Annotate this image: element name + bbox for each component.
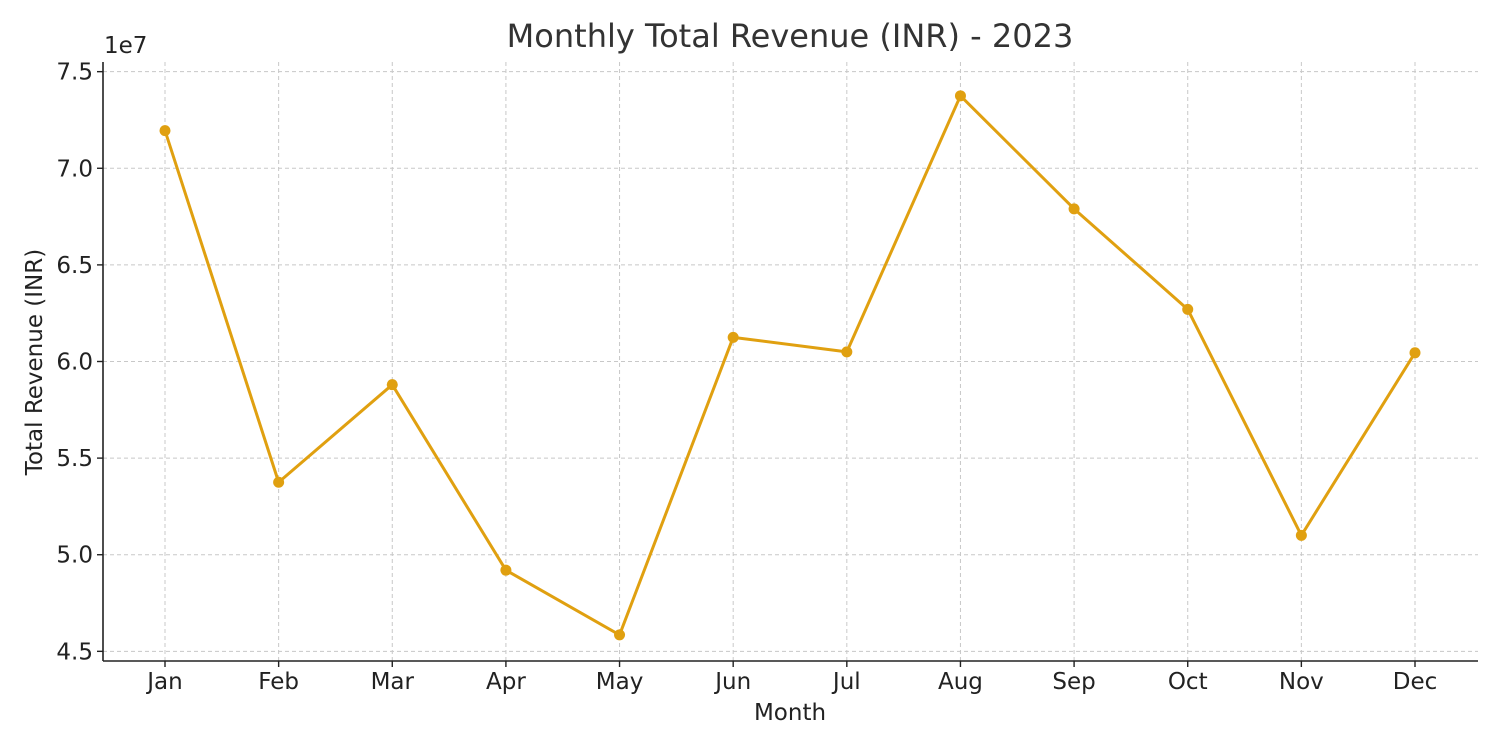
y-tick-label: 7.0 bbox=[56, 156, 93, 182]
y-tick-label: 5.5 bbox=[56, 446, 93, 472]
series-line bbox=[163, 94, 1417, 637]
x-tick-label: May bbox=[596, 669, 644, 695]
data-point bbox=[1182, 303, 1194, 315]
axes: 4.5 5.0 5.5 6.0 6.5 7.0 7.5 Jan Feb Mar Apr May Jun J… bbox=[56, 60, 1478, 695]
data-point bbox=[159, 125, 171, 137]
y-tick-label: 5.0 bbox=[56, 543, 93, 569]
x-tick-label: Feb bbox=[258, 669, 299, 695]
data-point bbox=[1068, 203, 1080, 215]
x-tick-label: Apr bbox=[486, 669, 526, 695]
y-offset-label: 1e7 bbox=[104, 33, 147, 59]
x-tick-label: Sep bbox=[1052, 669, 1095, 695]
y-tick-label: 4.5 bbox=[56, 639, 93, 665]
data-point bbox=[954, 90, 966, 102]
series-layer bbox=[159, 90, 1421, 641]
data-point bbox=[727, 331, 739, 343]
y-tick-label: 7.5 bbox=[56, 60, 93, 86]
y-axis-label: Total Revenue (INR) bbox=[22, 249, 48, 476]
x-tick-label: Jan bbox=[145, 669, 182, 695]
x-tick-label: Aug bbox=[938, 669, 983, 695]
data-point bbox=[614, 629, 626, 641]
data-point bbox=[273, 476, 285, 488]
x-tick-label: Nov bbox=[1279, 669, 1324, 695]
x-tick-label: Oct bbox=[1168, 669, 1208, 695]
grid bbox=[103, 62, 1478, 661]
y-tick-label: 6.0 bbox=[56, 350, 93, 376]
data-point bbox=[386, 379, 398, 391]
x-tick-label: Jun bbox=[713, 669, 751, 695]
y-tick-label: 6.5 bbox=[56, 253, 93, 279]
x-tick-label: Mar bbox=[371, 669, 415, 695]
x-tick-label: Dec bbox=[1393, 669, 1438, 695]
chart-title: Monthly Total Revenue (INR) - 2023 bbox=[507, 17, 1074, 55]
labels: Monthly Total Revenue (INR) - 2023 Month… bbox=[22, 17, 1073, 726]
data-point bbox=[1295, 529, 1307, 541]
data-point bbox=[500, 564, 512, 576]
data-point bbox=[1409, 347, 1421, 359]
data-point bbox=[841, 346, 853, 358]
x-tick-label: Jul bbox=[831, 669, 861, 695]
x-axis-label: Month bbox=[754, 700, 826, 726]
